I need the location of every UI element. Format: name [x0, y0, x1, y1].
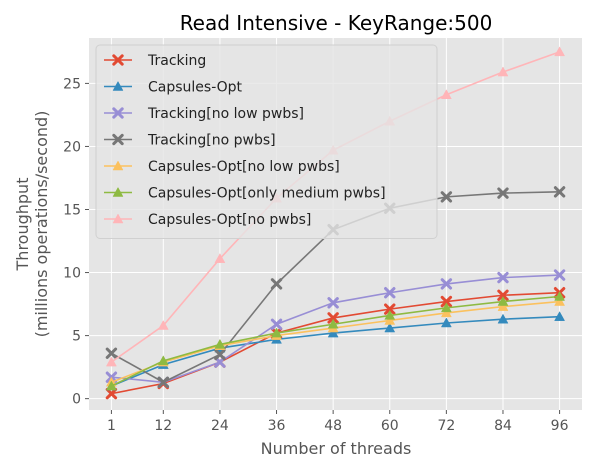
x-tick-label: 48	[324, 418, 342, 434]
legend-entry: Capsules-Opt[no pwbs]	[104, 212, 311, 228]
data-point	[440, 278, 453, 290]
data-point	[384, 322, 396, 333]
legend-box	[95, 44, 438, 239]
x-tick-label: 1	[107, 418, 116, 434]
x-tick-label: 96	[551, 418, 569, 434]
y-tick-label: 10	[63, 266, 81, 282]
x-tick-label: 72	[437, 418, 455, 434]
data-point	[554, 311, 566, 321]
x-tick-label: 84	[494, 418, 512, 434]
legend-entry: Capsules-Opt[no low pwbs]	[104, 159, 340, 175]
data-point	[271, 327, 282, 338]
data-point	[105, 387, 118, 400]
legend-entry: Tracking[no pwbs]	[104, 133, 276, 149]
legend-marker	[112, 107, 124, 119]
data-point	[440, 191, 453, 203]
data-point	[497, 187, 509, 199]
data-point	[214, 348, 226, 361]
data-point	[270, 278, 283, 290]
legend-entry: Tracking[no low pwbs]	[104, 106, 304, 122]
data-point	[497, 66, 509, 77]
x-tick-label: 12	[154, 418, 172, 434]
data-point	[554, 296, 566, 306]
x-tick-label: 24	[211, 418, 229, 434]
data-point	[497, 271, 509, 284]
data-point	[497, 313, 509, 324]
data-point	[384, 314, 396, 325]
legend-entry: Tracking	[104, 53, 206, 69]
y-tick-label: 15	[63, 202, 81, 218]
data-point	[497, 289, 509, 301]
y-axis-label-line2: (millions operations/second)	[32, 111, 51, 338]
legend-label: Capsules-Opt[only medium pwbs]	[148, 186, 386, 202]
x-axis-label: Number of threads	[261, 439, 412, 458]
data-point	[105, 380, 117, 391]
y-tick-label: 0	[72, 392, 81, 408]
legend-marker	[112, 186, 124, 197]
data-point	[440, 295, 453, 308]
data-point	[554, 290, 566, 301]
x-axis: 1 12 24 36 48 60 72 84 96	[107, 410, 569, 434]
data-point	[327, 312, 339, 324]
data-point	[440, 302, 452, 313]
y-tick-label: 5	[72, 329, 81, 345]
data-point	[327, 318, 339, 329]
legend-marker	[112, 160, 124, 171]
data-point	[105, 356, 117, 367]
legend-marker	[112, 133, 124, 146]
data-point	[327, 297, 339, 309]
legend-marker	[112, 80, 124, 91]
data-point	[553, 269, 566, 281]
series-layer	[105, 46, 566, 400]
data-point	[440, 89, 452, 99]
data-point	[384, 309, 396, 320]
legend-entry: Capsules-Opt[only medium pwbs]	[104, 186, 386, 202]
y-tick-label: 25	[63, 76, 81, 92]
legend-label: Capsules-Opt[no low pwbs]	[148, 159, 340, 175]
legend-label: Capsules-Opt[no pwbs]	[148, 212, 311, 228]
data-point	[497, 296, 509, 306]
legend-marker	[112, 54, 124, 66]
data-point	[440, 317, 452, 328]
data-point	[327, 327, 339, 338]
y-tick-label: 20	[63, 139, 81, 155]
y-axis: 0 5 10 15 20 25	[63, 76, 89, 408]
data-point	[105, 347, 118, 359]
legend: Tracking Capsules-Opt Tracking[no low pwbs…	[95, 44, 438, 239]
legend-label: Capsules-Opt	[148, 80, 243, 96]
chart-title: Read Intensive - KeyRange:500	[180, 11, 493, 35]
legend-entry: Capsules-Opt	[104, 80, 243, 96]
data-point	[157, 376, 170, 388]
data-point	[440, 307, 452, 318]
data-point	[214, 253, 226, 263]
legend-label: Tracking[no pwbs]	[147, 133, 276, 149]
data-point	[384, 303, 396, 315]
data-point	[554, 46, 566, 57]
legend-label: Tracking[no low pwbs]	[147, 106, 304, 122]
data-point	[384, 287, 396, 299]
data-point	[214, 338, 226, 349]
data-point	[157, 319, 169, 330]
y-axis-label-line1: Throughput	[13, 178, 32, 272]
data-point	[497, 301, 509, 311]
series-5	[105, 290, 566, 391]
legend-marker	[112, 213, 124, 224]
data-point	[270, 318, 283, 330]
x-tick-label: 36	[268, 418, 286, 434]
data-point	[553, 186, 566, 198]
data-point	[157, 355, 169, 366]
legend-label: Tracking	[147, 53, 206, 69]
x-tick-label: 60	[381, 418, 399, 434]
